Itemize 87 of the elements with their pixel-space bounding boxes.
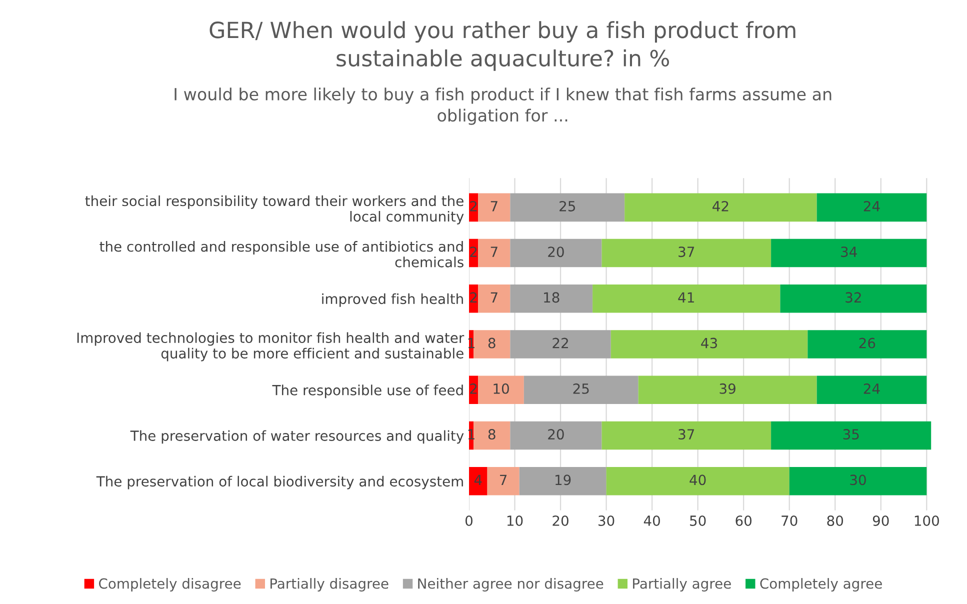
x-tick-label: 10 (507, 515, 523, 526)
bar (474, 421, 510, 450)
data-label: 34 (841, 246, 857, 258)
bar (808, 330, 927, 358)
data-label: 2 (470, 200, 477, 212)
bar (816, 376, 927, 404)
legend-label: Completely disagree (99, 578, 241, 592)
data-label: 40 (690, 474, 706, 486)
bar (524, 376, 638, 404)
data-label: 7 (490, 201, 498, 212)
x-tick-label: 50 (690, 515, 706, 526)
bar (478, 193, 510, 222)
x-tick-label: 20 (552, 515, 568, 526)
x-tick-label: 0 (465, 515, 472, 526)
bar (602, 238, 772, 268)
chart-title: GER/ When would you rather buy a fish product from sustainable aquaculture? in % (210, 21, 796, 71)
bar (606, 466, 790, 496)
bar (510, 421, 602, 450)
data-label: 32 (846, 292, 861, 303)
legend-label: Neither agree nor disagree (418, 578, 604, 592)
data-label: 25 (560, 200, 576, 212)
data-label: 43 (701, 338, 717, 348)
data-label: 20 (548, 429, 564, 440)
y-tick-label: The preservation of water resources and quality (130, 430, 464, 444)
x-tick-label: 100 (914, 515, 939, 526)
bar (510, 284, 593, 313)
bar (510, 330, 611, 358)
bar (478, 284, 510, 313)
data-label: 37 (678, 429, 694, 440)
x-tick-label: 70 (782, 515, 798, 526)
bar (510, 193, 625, 222)
chart-subtitle: I would be more likely to buy a fish product if I knew that fish farms assume an obligation for ... (174, 88, 832, 125)
data-label: 42 (712, 200, 728, 212)
bar (771, 238, 927, 268)
x-tick-label: 40 (644, 515, 660, 526)
data-label: 7 (500, 474, 507, 485)
data-label: 2 (470, 292, 477, 302)
legend-label: Completely agree (760, 578, 882, 592)
bar (624, 193, 817, 222)
y-tick-label: The responsible use of feed (272, 384, 463, 398)
x-tick-label: 30 (598, 515, 614, 526)
data-label: 7 (490, 292, 498, 302)
data-label: 41 (678, 292, 694, 302)
bar (487, 466, 520, 496)
data-label: 22 (552, 338, 568, 348)
bar (510, 238, 602, 268)
y-tick-label: Improved technologies to monitor fish health and water quality to be more efficient and sustainable (77, 332, 464, 362)
y-tick-label: their social responsibility toward their workers and the local community (85, 195, 464, 224)
y-tick-label: the controlled and responsible use of antibiotics and chemicals (100, 241, 464, 268)
x-tick-label: 80 (827, 515, 844, 526)
bar (816, 193, 927, 222)
data-label: 30 (850, 474, 866, 486)
bar (474, 330, 510, 358)
data-label: 24 (864, 200, 880, 212)
data-label: 25 (573, 383, 589, 394)
data-label: 8 (488, 338, 496, 348)
legend-label: Partially agree (633, 578, 731, 592)
x-tick-label: 60 (736, 515, 752, 526)
y-tick-label: The preservation of local biodiversity and ecosystem (96, 476, 463, 490)
bar (592, 284, 780, 313)
data-label: 10 (494, 383, 509, 394)
data-label: 39 (720, 383, 736, 394)
bar (638, 376, 817, 404)
legend-label: Partially disagree (270, 578, 388, 592)
bar (519, 466, 606, 496)
bar (478, 376, 524, 404)
data-label: 7 (490, 246, 498, 257)
data-label: 20 (548, 246, 564, 258)
data-label: 2 (470, 383, 477, 394)
data-label: 18 (544, 292, 560, 303)
data-label: 26 (859, 338, 876, 348)
bar (610, 330, 808, 358)
data-label: 8 (488, 429, 496, 440)
data-label: 19 (556, 474, 571, 486)
data-label: 35 (843, 429, 859, 440)
bar (468, 466, 488, 496)
bar (780, 284, 927, 313)
bar (771, 421, 932, 450)
bar (602, 421, 772, 450)
data-label: 37 (678, 246, 694, 258)
y-tick-label: improved fish health (322, 293, 463, 307)
x-tick-label: 90 (872, 515, 889, 526)
data-label: 24 (864, 383, 880, 394)
bar (478, 238, 510, 268)
bar (789, 466, 927, 496)
data-label: 2 (470, 246, 477, 257)
data-label: 4 (474, 474, 482, 485)
